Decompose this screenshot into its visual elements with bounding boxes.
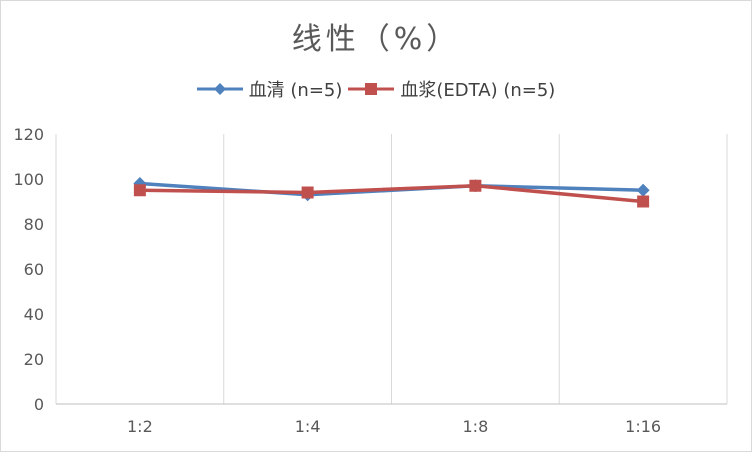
legend-item-plasma: 血浆(EDTA) (n=5) bbox=[348, 76, 555, 102]
x-tick-label: 1:4 bbox=[295, 417, 321, 436]
legend-swatch-plasma bbox=[348, 81, 395, 97]
y-tick-label: 100 bbox=[13, 170, 44, 189]
data-point-square bbox=[133, 184, 146, 197]
legend-label-plasma: 血浆(EDTA) (n=5) bbox=[400, 80, 556, 101]
x-tick-label: 1:2 bbox=[127, 417, 153, 436]
y-tick-label: 0 bbox=[34, 395, 44, 414]
y-tick-label: 60 bbox=[24, 260, 44, 279]
legend-item-serum: 血清 (n=5) bbox=[196, 76, 343, 102]
legend-label-serum: 血清 (n=5) bbox=[248, 80, 343, 101]
y-tick-label: 40 bbox=[24, 305, 44, 324]
chart-title: 线性（%） bbox=[291, 22, 461, 57]
chart-legend: 血清 (n=5) 血浆(EDTA) (n=5) bbox=[0, 74, 752, 104]
data-point-diamond bbox=[636, 183, 650, 197]
data-point-square bbox=[301, 186, 314, 199]
legend-swatch-serum bbox=[196, 81, 243, 97]
series-line-1 bbox=[138, 184, 645, 204]
data-point-square bbox=[469, 179, 482, 192]
x-tick-label: 1:16 bbox=[625, 417, 661, 436]
x-tick-label: 1:8 bbox=[463, 417, 489, 436]
y-tick-label: 120 bbox=[13, 125, 44, 144]
y-tick-label: 80 bbox=[24, 215, 44, 234]
data-point-square bbox=[637, 195, 650, 208]
y-tick-label: 20 bbox=[24, 350, 44, 369]
